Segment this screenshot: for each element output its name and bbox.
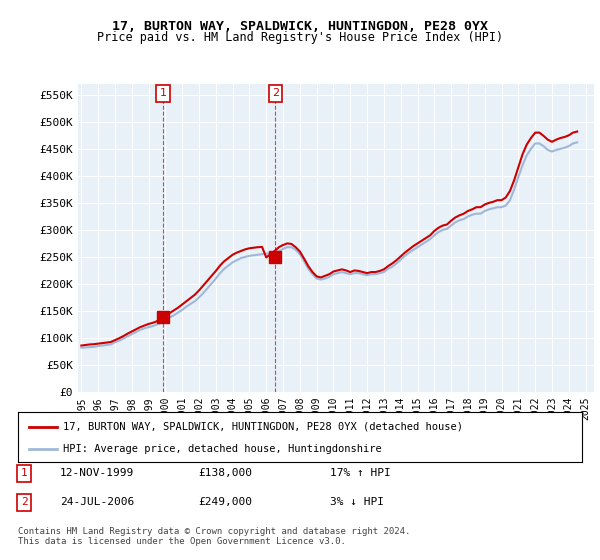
Text: £249,000: £249,000 xyxy=(198,497,252,507)
Text: 2: 2 xyxy=(20,497,28,507)
Text: Contains HM Land Registry data © Crown copyright and database right 2024.
This d: Contains HM Land Registry data © Crown c… xyxy=(18,526,410,546)
Text: 12-NOV-1999: 12-NOV-1999 xyxy=(60,468,134,478)
Text: 3% ↓ HPI: 3% ↓ HPI xyxy=(330,497,384,507)
Text: Price paid vs. HM Land Registry's House Price Index (HPI): Price paid vs. HM Land Registry's House … xyxy=(97,31,503,44)
Text: HPI: Average price, detached house, Huntingdonshire: HPI: Average price, detached house, Hunt… xyxy=(63,445,382,454)
Text: £138,000: £138,000 xyxy=(198,468,252,478)
Text: 17% ↑ HPI: 17% ↑ HPI xyxy=(330,468,391,478)
Text: 17, BURTON WAY, SPALDWICK, HUNTINGDON, PE28 0YX (detached house): 17, BURTON WAY, SPALDWICK, HUNTINGDON, P… xyxy=(63,422,463,432)
Text: 2: 2 xyxy=(272,88,279,98)
Text: 1: 1 xyxy=(20,468,28,478)
Text: 24-JUL-2006: 24-JUL-2006 xyxy=(60,497,134,507)
Text: 17, BURTON WAY, SPALDWICK, HUNTINGDON, PE28 0YX: 17, BURTON WAY, SPALDWICK, HUNTINGDON, P… xyxy=(112,20,488,32)
Text: 1: 1 xyxy=(160,88,167,98)
